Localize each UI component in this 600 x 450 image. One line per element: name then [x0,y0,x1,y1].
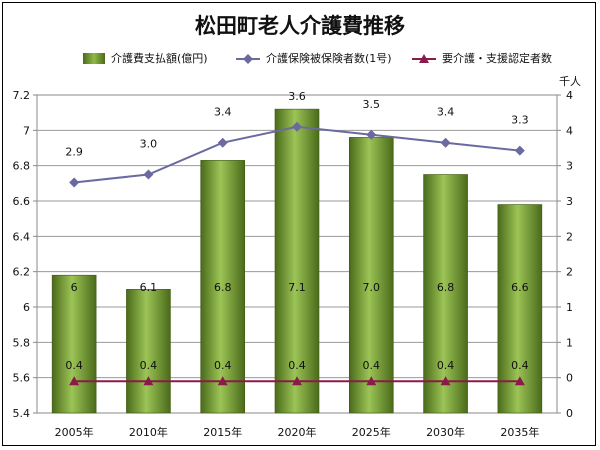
x-axis-tick-label: 2020年 [278,425,317,439]
line-data-label: 0.4 [511,359,529,372]
line-data-label: 3.0 [140,138,158,151]
legend-line2-label: 要介護・支援認定者数 [442,52,552,65]
legend-item-line2: 要介護・支援認定者数 [412,50,552,66]
line-data-label: 0.4 [140,359,158,372]
line-data-label: 0.4 [288,359,306,372]
left-axis-tick-label: 7 [23,124,30,137]
legend-line1-swatch [236,53,260,64]
bar [274,108,320,414]
bar [126,289,171,414]
line-data-label: 3.4 [437,106,455,119]
triangle-marker [366,376,377,386]
triangle-marker [69,376,80,386]
legend-item-line1: 介護保険被保険者数(1号) [236,50,392,66]
line-data-label: 0.4 [214,359,232,372]
line-data-label: 3.6 [288,90,306,103]
right-axis-tick-label: 2 [566,230,573,243]
x-axis-tick-label: 2015年 [203,425,242,439]
triangle-marker [292,376,302,386]
diamond-marker [69,177,80,188]
left-axis-tick-label: 5.8 [13,336,31,349]
diamond-marker [217,137,228,148]
right-axis-tick-label: 4 [566,89,573,102]
axes: 千人 5.4 5.6 5.8 6 6.2 6.4 6.6 6.8 7 7.2 0 0 1 1 2 2 3 3 4 4 2… [13,75,582,439]
left-axis-tick-label: 6.8 [13,160,31,173]
right-axis-tick-label: 1 [566,336,573,349]
triangle-marker [514,376,525,386]
left-axis-tick-label: 6.4 [13,230,31,243]
legend-bar-swatch [83,52,105,64]
right-axis-tick-label: 0 [566,407,573,420]
line-data-label: 0.4 [363,359,381,372]
right-axis-tick-label: 2 [566,266,573,279]
bar-data-label: 7.1 [288,281,306,294]
bar-data-label: 6.8 [437,281,455,294]
diamond-marker [514,145,525,156]
legend-item-bar: 介護費支払額(億円) [83,50,208,66]
bar-data-label: 7.0 [363,281,381,294]
left-axis-tick-label: 6.6 [13,195,31,208]
right-axis-tick-label: 3 [566,195,573,208]
bar-data-label: 6.6 [511,281,529,294]
legend-bar-label: 介護費支払額(億円) [111,52,208,65]
left-axis-tick-label: 6 [23,301,30,314]
bar [51,274,97,414]
bar-data-label: 6.1 [140,281,158,294]
left-axis-tick-label: 5.4 [13,407,31,420]
right-axis-tick-label: 1 [566,301,573,314]
bar-data-label: 6 [71,281,78,294]
right-axis-tick-label: 3 [566,160,573,173]
right-axis-tick-label: 4 [566,124,573,137]
x-axis-tick-label: 2005年 [55,425,94,439]
x-axis-tick-label: 2035年 [500,425,539,439]
bar [348,137,394,414]
diamond-marker [440,137,451,148]
diamond-marker [292,121,302,132]
line-data-label: 3.5 [363,98,381,111]
legend-line2-swatch [412,53,436,64]
line-data-label: 2.9 [65,145,83,158]
triangle-marker [217,376,228,386]
triangle-marker [143,376,154,386]
chart-title: 松田町老人介護費推移 [195,14,405,38]
left-axis-tick-label: 5.6 [13,372,31,385]
right-axis-tick-label: 0 [566,372,573,385]
data-labels: 6 6.1 6.8 7.1 7.0 6.8 6.6 2.9 3.0 3.4 3.6 3.5 3.4 3.3… [65,90,528,372]
left-axis-tick-label: 6.2 [13,266,31,279]
left-axis-tick-label: 7.2 [13,89,31,102]
bar [423,174,468,414]
line-data-label: 3.3 [511,114,529,127]
x-axis-tick-label: 2025年 [352,425,391,439]
bar [200,160,246,414]
legend-line1-label: 介護保険被保険者数(1号) [266,52,392,65]
x-axis-tick-label: 2010年 [129,425,168,439]
bar-series [51,108,543,414]
diamond-marker [143,169,154,180]
legend: 介護費支払額(億円) 介護保険被保険者数(1号) 要介護・支援認定者数 [0,50,600,68]
bar-data-label: 6.8 [214,281,232,294]
line-data-label: 0.4 [437,359,455,372]
line-data-label: 3.4 [214,106,232,119]
x-axis-tick-label: 2030年 [426,425,465,439]
right-axis-label: 千人 [559,75,581,88]
diamond-marker [366,129,377,140]
line-data-label: 0.4 [65,359,83,372]
line-series [69,121,525,386]
triangle-marker [440,376,451,386]
